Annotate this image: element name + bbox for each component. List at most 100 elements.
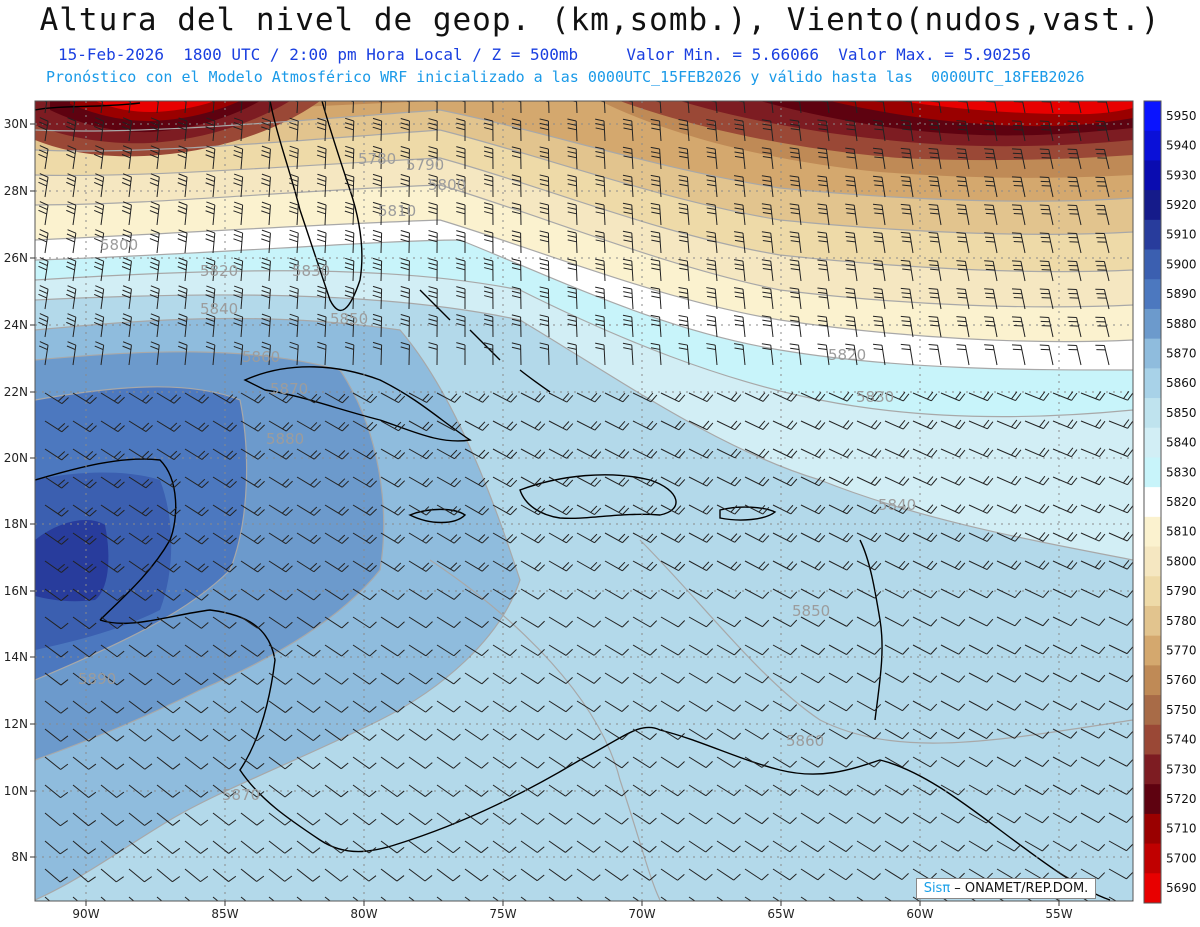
wind-barb [1011, 148, 1026, 170]
wind-barb [38, 229, 49, 254]
wind-barb [567, 174, 578, 198]
wind-barb [324, 784, 349, 798]
wind-barb [734, 203, 746, 226]
wind-barb [912, 560, 938, 571]
wind-barb [817, 287, 830, 310]
wind-barb [100, 840, 125, 855]
wind-barb [984, 148, 998, 170]
wind-barb [744, 812, 769, 825]
wind-barb [66, 117, 77, 142]
wind-barb [38, 145, 49, 170]
wind-barb [800, 868, 825, 881]
wind-barb [44, 756, 69, 770]
wind-barb [548, 896, 556, 901]
wind-barb [408, 868, 433, 882]
wind-barb [372, 173, 383, 198]
wind-barb [456, 342, 466, 366]
wind-barb [492, 784, 517, 797]
wind-barb [744, 420, 770, 431]
wind-barb [400, 286, 410, 310]
wind-barb [520, 700, 545, 713]
colorbar-swatch [1144, 784, 1161, 815]
wind-barb [240, 812, 265, 826]
wind-barb [772, 728, 797, 740]
wind-barb [483, 174, 494, 198]
wind-barb [716, 560, 742, 571]
contour-label: 5870 [270, 380, 308, 398]
wind-barb [772, 588, 798, 599]
wind-barb [44, 672, 69, 686]
wind-barb [352, 896, 359, 901]
wind-barb [121, 145, 132, 170]
wind-barb [240, 896, 247, 901]
wind-barb [372, 341, 383, 366]
wind-barb [100, 784, 125, 798]
wind-barb [464, 644, 489, 657]
wind-barb [456, 146, 466, 170]
wind-barb [1039, 288, 1054, 310]
wind-barb [595, 258, 606, 282]
wind-barb [928, 316, 942, 338]
wind-barb [1080, 475, 1106, 486]
wind-barb [428, 202, 438, 226]
wind-barb [968, 588, 994, 599]
wind-barb [900, 343, 914, 366]
colorbar-swatch [1144, 873, 1161, 904]
wind-barb [884, 644, 910, 655]
wind-barb [744, 392, 770, 402]
wind-barb [268, 476, 293, 488]
wind-barb [678, 230, 690, 254]
wind-barb [576, 560, 602, 572]
wind-barb [296, 448, 322, 460]
wind-barb [38, 173, 49, 198]
lon-tick-label: 80W [350, 907, 377, 921]
wind-barb [1024, 447, 1050, 458]
wind-barb [44, 392, 69, 405]
colorbar-label: 5760 [1166, 673, 1197, 687]
wind-barb [1052, 756, 1078, 767]
lat-tick-label: 22N [4, 385, 28, 399]
wind-barb [828, 392, 854, 402]
wind-barb [968, 616, 994, 627]
wind-barb [622, 230, 634, 254]
wind-barb [800, 700, 826, 712]
wind-barb [511, 314, 522, 338]
wind-barb [44, 784, 69, 799]
colorbar-label: 5860 [1166, 376, 1197, 390]
wind-barb [772, 840, 797, 853]
wind-barb [456, 230, 466, 254]
wind-barb [268, 672, 293, 685]
wind-barb [212, 812, 237, 826]
wind-barb [1067, 176, 1082, 198]
wind-barb [548, 700, 573, 713]
wind-barb [492, 420, 518, 431]
wind-barb [296, 840, 321, 854]
wind-barb [828, 420, 854, 430]
wind-barb [789, 231, 802, 254]
wind-barb [268, 560, 293, 573]
wind-barb [539, 286, 550, 310]
latitude-axis: 30N 28N 26N 24N 22N 20N 18N 16N 14N 12N 10N 8N [4, 117, 35, 864]
wind-barb [324, 448, 350, 460]
wind-barb [604, 588, 630, 600]
wind-barb [128, 840, 153, 855]
wind-barb [716, 532, 742, 543]
wind-barb [912, 532, 938, 543]
wind-barb [604, 560, 630, 572]
wind-barb [436, 644, 461, 657]
wind-barb [548, 728, 573, 741]
wind-barb [576, 588, 602, 600]
wind-barb [520, 784, 545, 797]
wind-barb [716, 868, 741, 881]
wind-barb [492, 672, 517, 685]
wind-barb [93, 145, 105, 170]
wind-barb [456, 314, 466, 338]
wind-barb [1052, 391, 1078, 401]
wind-barb [184, 448, 209, 460]
wind-barb [177, 173, 188, 198]
wind-barb [72, 448, 97, 461]
wind-barb [539, 146, 550, 170]
wind-barb [744, 700, 770, 712]
sis-logo: Sisπ [923, 881, 951, 896]
